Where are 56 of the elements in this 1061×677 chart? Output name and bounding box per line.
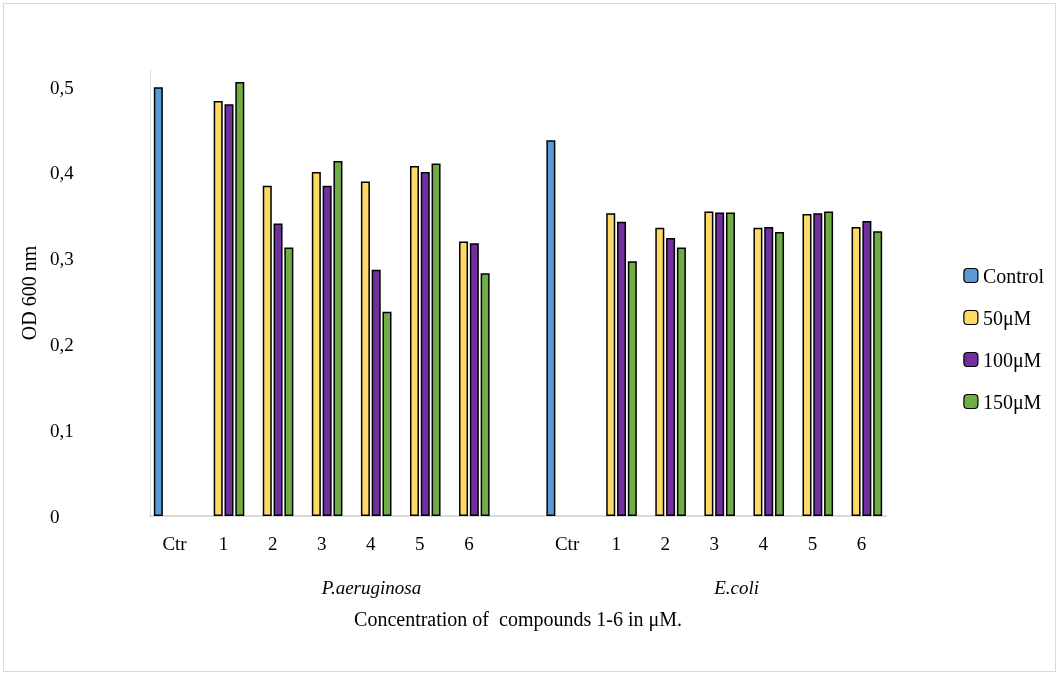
x-tick-label: Ctr (162, 533, 188, 554)
bar (382, 311, 392, 516)
text: E.coli (713, 577, 760, 598)
y-tick-label: 0,5 (50, 76, 74, 98)
y-tick-label: 0 (50, 505, 60, 527)
legend-label: 50μM (982, 306, 1032, 330)
bar (153, 87, 163, 516)
bar (459, 241, 469, 516)
bar (606, 213, 616, 516)
x-tick-label: 1 (218, 533, 229, 554)
y-tick-label: 0,1 (50, 419, 74, 441)
bar (824, 211, 834, 516)
bar (764, 226, 774, 516)
bar (873, 231, 883, 516)
bar (480, 273, 490, 516)
legend-label: 150μM (982, 390, 1042, 414)
x-tick-label: 2 (660, 533, 670, 554)
bar (627, 261, 637, 516)
bar (420, 172, 430, 516)
bar (409, 166, 419, 516)
bar (469, 243, 479, 516)
x-tick-label: 6 (856, 533, 867, 554)
legend-label: 100μM (982, 348, 1042, 372)
bar (715, 212, 725, 516)
bar (431, 163, 441, 516)
bar (360, 181, 370, 516)
bar (753, 227, 763, 516)
x-tick-label: 4 (758, 533, 769, 554)
bar (311, 172, 321, 516)
y-tick-label: 0,3 (50, 248, 74, 270)
bar (655, 227, 665, 516)
bar (213, 100, 223, 516)
bar (546, 140, 556, 516)
x-tick-label: 4 (366, 533, 377, 554)
bar (775, 232, 785, 516)
x-tick-label: 3 (709, 533, 720, 554)
x-tick-label: 1 (611, 533, 621, 554)
bar (676, 247, 686, 516)
x-tick-label: 5 (807, 533, 818, 554)
x-tick-label: 2 (267, 533, 278, 554)
bar (371, 269, 381, 516)
x-tick-label: 6 (464, 533, 474, 554)
y-tick-label: 0,4 (50, 162, 75, 184)
text: P.aeruginosa (320, 577, 422, 598)
legend-label: Control (982, 264, 1045, 287)
x-axis-title: Concentration of compounds 1-6 in μM. (354, 608, 682, 631)
bar (704, 211, 714, 516)
bar (725, 212, 735, 516)
x-tick-label: 5 (415, 533, 425, 554)
x-tick-label: Ctr (554, 533, 580, 554)
bar (617, 221, 627, 516)
y-tick-label: 0,2 (50, 333, 74, 355)
bar (262, 185, 272, 516)
bar (666, 238, 676, 516)
x-tick-label: 3 (316, 533, 327, 554)
y-axis-title: OD 600 nm (18, 245, 41, 341)
